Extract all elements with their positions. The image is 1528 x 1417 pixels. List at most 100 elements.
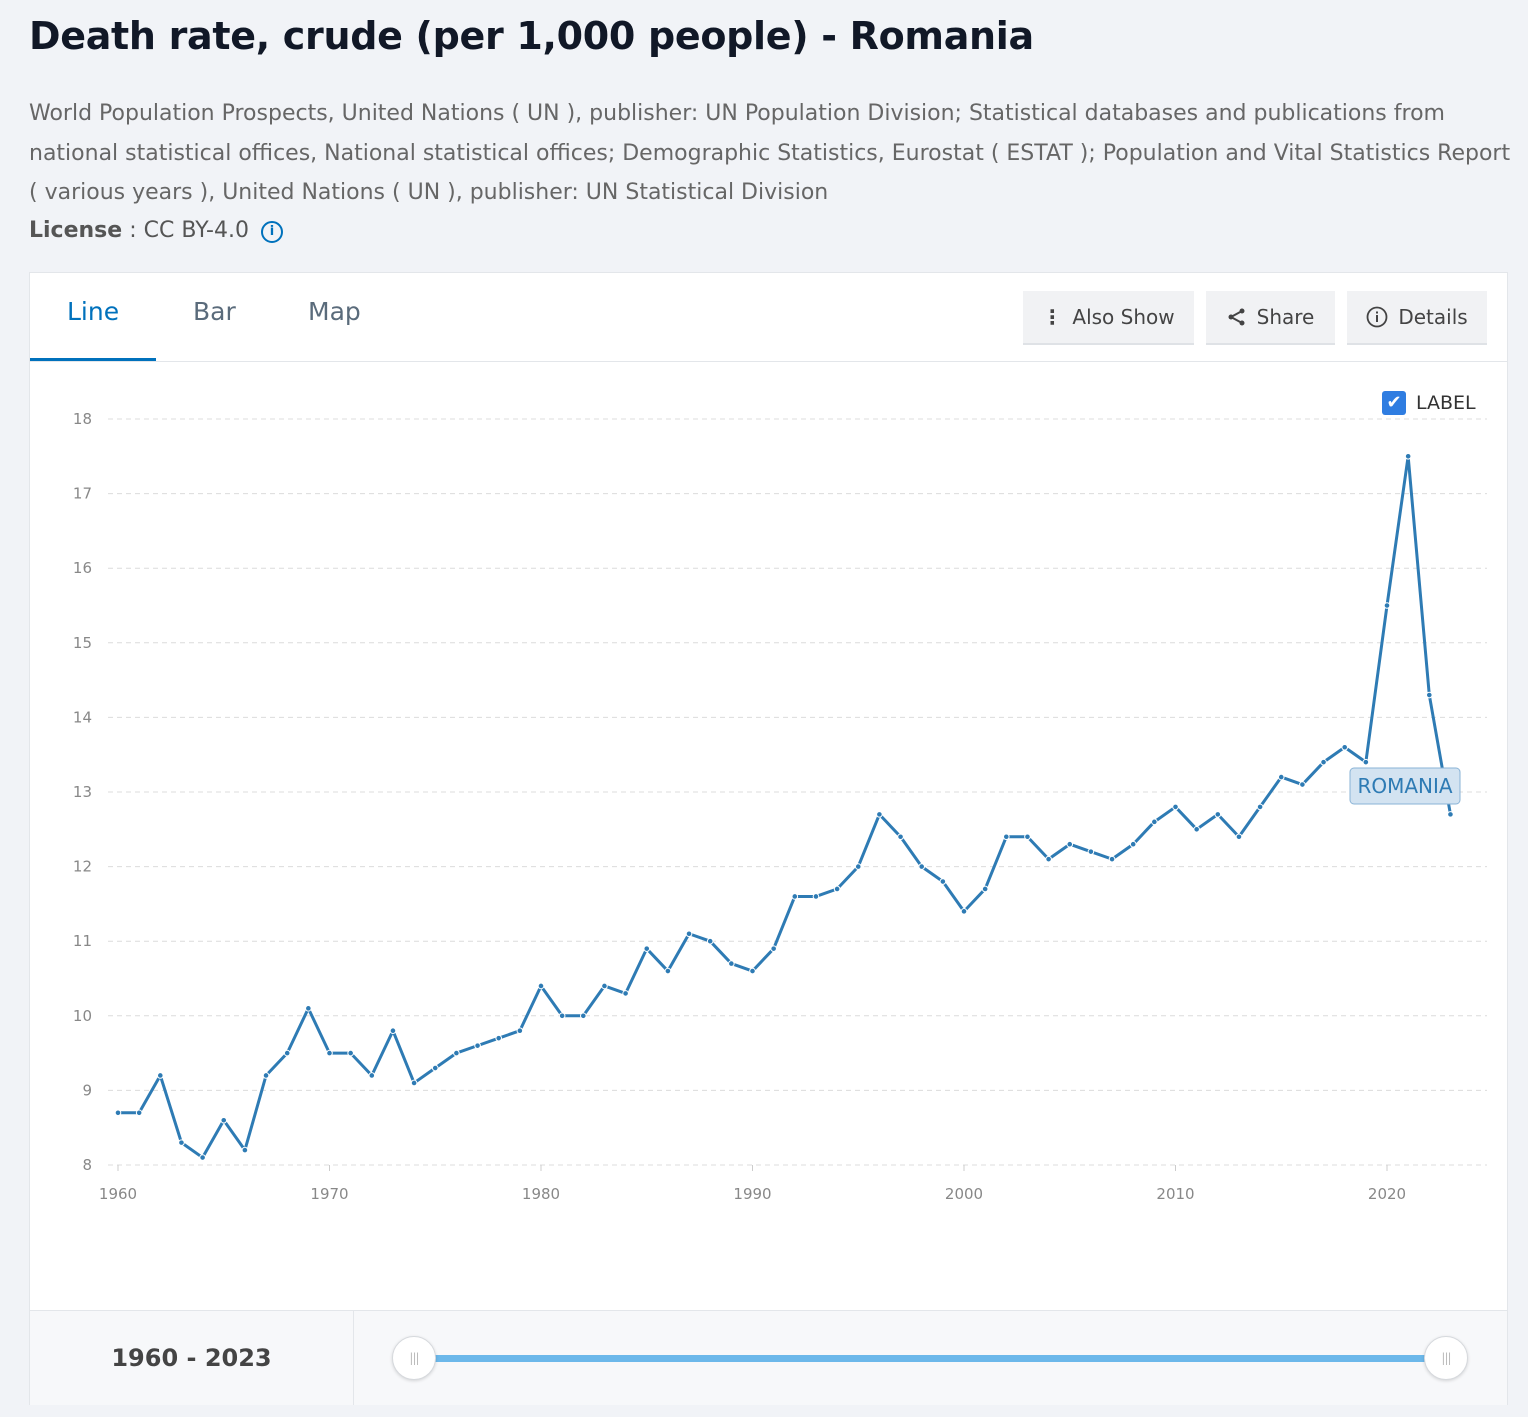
chart-tabs: Line Bar Map ⋮ Also Show Share Details bbox=[30, 273, 1507, 362]
data-point bbox=[135, 1109, 143, 1117]
data-point bbox=[1087, 848, 1095, 855]
data-point bbox=[1362, 758, 1370, 766]
share-icon bbox=[1228, 308, 1245, 326]
data-point bbox=[918, 863, 926, 870]
data-point bbox=[749, 967, 756, 975]
range-footer: 1960 - 2023 ||| ||| bbox=[30, 1310, 1507, 1405]
data-point bbox=[812, 893, 820, 900]
data-point bbox=[558, 1012, 566, 1020]
more-vertical-icon: ⋮ bbox=[1042, 305, 1063, 329]
data-point bbox=[685, 930, 693, 938]
data-point bbox=[157, 1072, 164, 1079]
x-tick-label: 2010 bbox=[1156, 1185, 1194, 1203]
license: License : CC BY-4.0 i bbox=[29, 218, 283, 243]
page-title: Death rate, crude (per 1,000 people) - R… bbox=[29, 14, 1034, 58]
data-point bbox=[1404, 453, 1412, 460]
share-label: Share bbox=[1256, 305, 1315, 329]
range-slider-start-handle[interactable]: ||| bbox=[392, 1336, 436, 1380]
x-tick-label: 1960 bbox=[99, 1185, 137, 1203]
data-point bbox=[580, 1012, 587, 1020]
data-point bbox=[939, 878, 947, 885]
year-range: 1960 - 2023 bbox=[30, 1311, 354, 1405]
data-point bbox=[410, 1079, 418, 1087]
data-point bbox=[981, 885, 989, 893]
x-tick-label: 1980 bbox=[522, 1185, 560, 1203]
range-slider-end-handle[interactable]: ||| bbox=[1424, 1336, 1468, 1380]
x-tick-label: 2000 bbox=[945, 1185, 983, 1203]
y-tick-label: 11 bbox=[73, 932, 92, 950]
data-point bbox=[601, 982, 608, 990]
data-point bbox=[833, 885, 841, 893]
tab-map[interactable]: Map bbox=[308, 297, 361, 326]
series-line-romania bbox=[118, 454, 1452, 1160]
license-value: CC BY-4.0 bbox=[143, 218, 249, 243]
range-slider-track[interactable] bbox=[415, 1355, 1445, 1362]
x-tick-label: 1990 bbox=[733, 1185, 771, 1203]
y-tick-label: 9 bbox=[82, 1081, 92, 1099]
y-tick-label: 8 bbox=[82, 1156, 92, 1174]
data-point bbox=[283, 1049, 291, 1057]
data-point bbox=[1108, 855, 1116, 863]
data-point bbox=[1003, 833, 1010, 841]
data-point bbox=[1024, 833, 1031, 841]
data-point bbox=[537, 982, 545, 990]
data-point bbox=[770, 945, 777, 952]
label-toggle[interactable]: ✔ LABEL bbox=[1382, 391, 1476, 415]
checkbox-checked-icon[interactable]: ✔ bbox=[1382, 391, 1406, 415]
data-point bbox=[1172, 803, 1179, 811]
y-tick-label: 12 bbox=[73, 858, 92, 876]
share-button[interactable]: Share bbox=[1206, 291, 1335, 345]
data-point bbox=[1066, 840, 1074, 848]
details-button[interactable]: Details bbox=[1347, 291, 1487, 345]
data-point bbox=[1045, 855, 1052, 863]
y-tick-label: 16 bbox=[73, 559, 92, 577]
data-point bbox=[897, 833, 904, 841]
details-label: Details bbox=[1398, 305, 1468, 329]
license-sep: : bbox=[122, 218, 144, 243]
data-point bbox=[220, 1116, 228, 1124]
data-point bbox=[1129, 840, 1137, 848]
series-label: ROMANIA bbox=[1357, 774, 1452, 798]
data-point bbox=[199, 1154, 206, 1161]
data-point bbox=[1214, 811, 1222, 818]
data-point bbox=[495, 1034, 503, 1042]
y-tick-label: 18 bbox=[73, 410, 92, 428]
data-point bbox=[1383, 602, 1391, 609]
x-tick-label: 2020 bbox=[1368, 1185, 1406, 1203]
data-point bbox=[1447, 811, 1454, 818]
data-point bbox=[1235, 833, 1243, 841]
data-point bbox=[305, 1005, 312, 1012]
y-tick-label: 13 bbox=[73, 783, 92, 801]
data-point bbox=[389, 1027, 397, 1035]
y-tick-label: 14 bbox=[73, 708, 92, 726]
data-point bbox=[1151, 818, 1158, 826]
info-icon[interactable]: i bbox=[260, 221, 283, 243]
y-tick-label: 15 bbox=[73, 634, 92, 652]
data-point bbox=[706, 937, 714, 945]
data-point bbox=[1299, 781, 1306, 788]
data-point bbox=[1320, 758, 1327, 766]
chart-card: Line Bar Map ⋮ Also Show Share Details 8 9… bbox=[29, 272, 1508, 1405]
data-point bbox=[643, 945, 651, 952]
data-point bbox=[622, 990, 629, 997]
data-point bbox=[876, 811, 883, 818]
data-point bbox=[114, 1109, 122, 1117]
data-point bbox=[1277, 773, 1285, 781]
tab-line[interactable]: Line bbox=[67, 297, 120, 326]
data-point bbox=[241, 1146, 249, 1154]
data-point bbox=[431, 1064, 439, 1072]
tab-bar[interactable]: Bar bbox=[193, 297, 236, 326]
data-point bbox=[516, 1027, 524, 1035]
data-point bbox=[326, 1049, 333, 1057]
data-point bbox=[178, 1139, 185, 1146]
also-show-button[interactable]: ⋮ Also Show bbox=[1023, 291, 1194, 345]
data-point bbox=[453, 1049, 460, 1057]
data-point bbox=[1426, 691, 1433, 699]
data-point bbox=[474, 1042, 481, 1049]
source-text: World Population Prospects, United Natio… bbox=[29, 101, 1511, 205]
x-tick-label: 1970 bbox=[310, 1185, 348, 1203]
line-chart: 8 9 10 11 12 13 14 15 16 17 18 1960 1970 1980 1990 2000… bbox=[73, 410, 1487, 1203]
data-point bbox=[368, 1072, 376, 1079]
data-point bbox=[1193, 826, 1200, 833]
data-point bbox=[664, 967, 672, 975]
